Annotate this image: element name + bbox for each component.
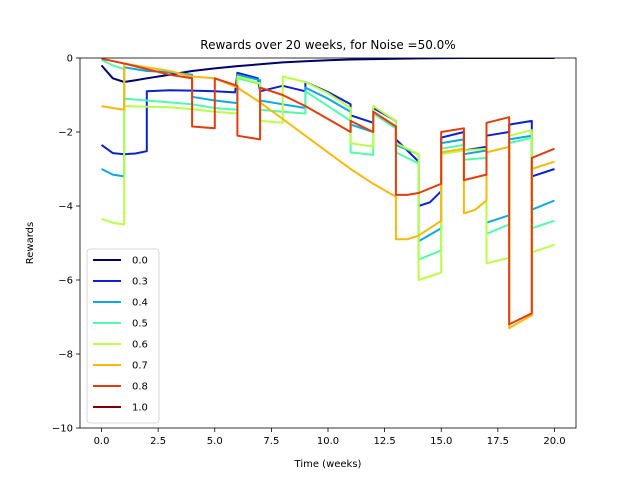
- series-line-0-8: [101, 58, 555, 326]
- x-axis: 0.0 2.5 5.0 7.5 10.0 12.5 15.0 17.5 20.0: [94, 428, 566, 447]
- chart-title: Rewards over 20 weeks, for Noise =50.0%: [200, 38, 455, 52]
- series-line-0-3: [100, 71, 555, 207]
- legend-label: 0.4: [132, 298, 148, 309]
- y-axis: 0 −2 −4 −6 −8 −10: [52, 54, 80, 435]
- legend-label: 0.3: [132, 277, 148, 288]
- x-tick-label: 20.0: [543, 436, 565, 447]
- legend-label: 0.7: [132, 361, 148, 372]
- series-line-0-0: [100, 58, 555, 83]
- y-axis-label: Rewards: [25, 222, 36, 264]
- x-tick-label: 7.5: [263, 436, 279, 447]
- legend-box: [86, 248, 160, 424]
- x-tick-label: 12.5: [373, 436, 395, 447]
- x-tick-label: 17.5: [487, 436, 509, 447]
- legend-label: 0.5: [132, 319, 148, 330]
- x-tick-label: 0.0: [94, 436, 110, 447]
- x-tick-label: 15.0: [430, 436, 452, 447]
- legend-label: 1.0: [132, 403, 148, 414]
- y-tick-label: −2: [58, 128, 73, 139]
- y-tick-label: −4: [58, 202, 73, 213]
- x-tick-label: 2.5: [150, 436, 166, 447]
- series-layer: [100, 58, 555, 330]
- legend-label: 0.0: [132, 256, 148, 267]
- y-tick-label: −6: [58, 276, 73, 287]
- y-tick-label: 0: [67, 54, 73, 65]
- y-tick-label: −10: [52, 424, 73, 435]
- x-tick-label: 10.0: [317, 436, 339, 447]
- y-tick-label: −8: [58, 350, 73, 361]
- x-axis-label: Time (weeks): [294, 459, 362, 470]
- legend: 0.0 0.3 0.4 0.5 0.6 0.7 0.8 1.0: [86, 248, 160, 424]
- x-tick-label: 5.0: [207, 436, 223, 447]
- legend-label: 0.8: [132, 382, 148, 393]
- legend-label: 0.6: [132, 340, 148, 351]
